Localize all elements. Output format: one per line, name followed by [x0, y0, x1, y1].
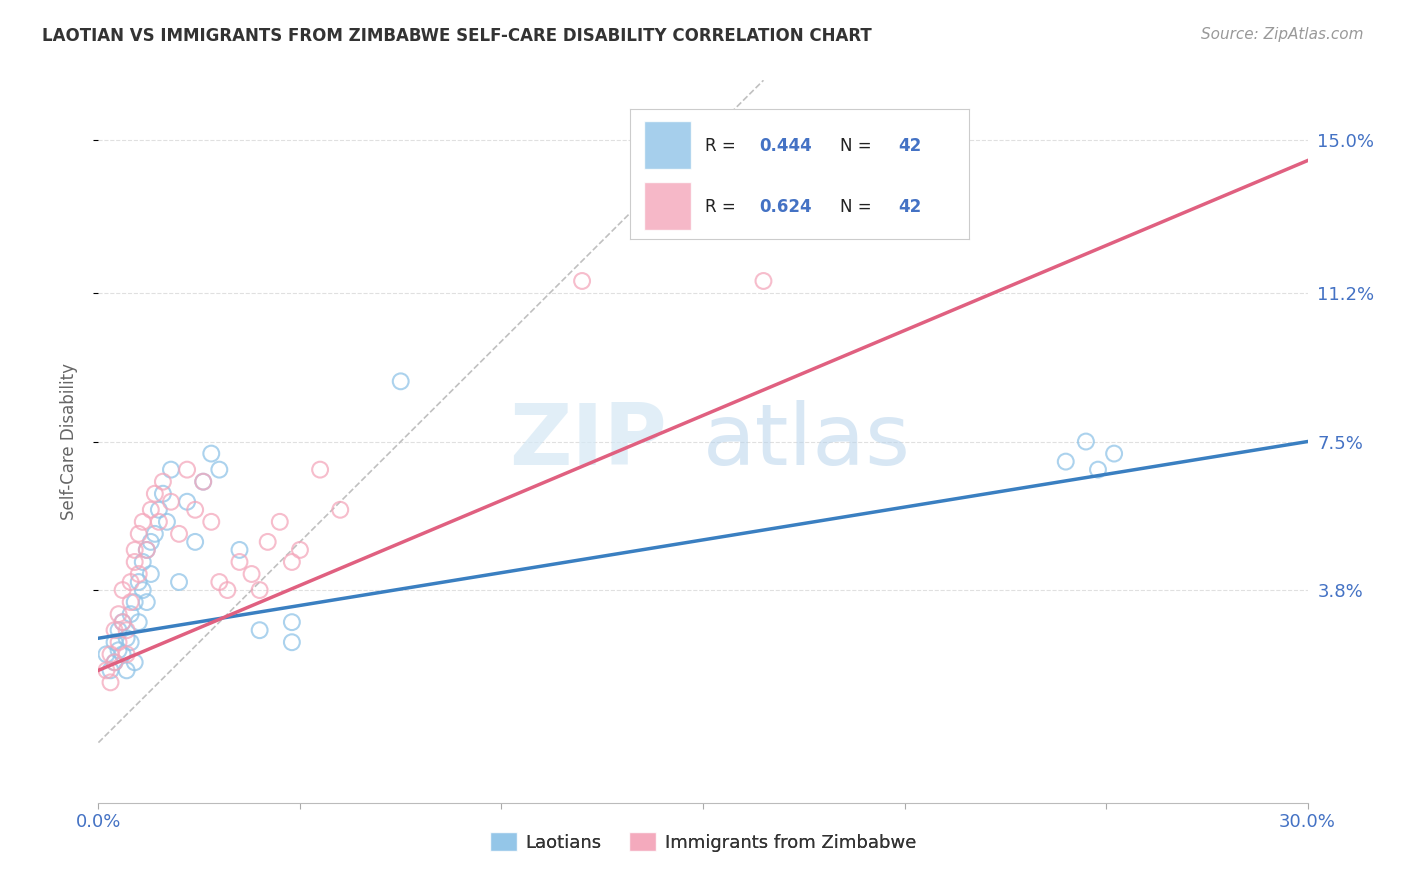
Point [281, 615, 304, 630]
Point [132, 515, 155, 529]
Point [143, 526, 166, 541]
Point [120, 635, 142, 649]
Text: LAOTIAN VS IMMIGRANTS FROM ZIMBABWE SELF-CARE DISABILITY CORRELATION CHART: LAOTIAN VS IMMIGRANTS FROM ZIMBABWE SELF… [42, 27, 872, 45]
Text: Source: ZipAtlas.com: Source: ZipAtlas.com [1201, 27, 1364, 42]
Point [240, 567, 263, 582]
Point [329, 503, 352, 517]
Point [217, 583, 239, 598]
Point [107, 607, 129, 622]
Point [107, 635, 129, 649]
Point [389, 375, 412, 389]
Point [124, 542, 146, 557]
Point [200, 446, 222, 460]
Point [103, 655, 125, 669]
Point [128, 615, 150, 630]
Point [571, 274, 593, 288]
Point [120, 607, 142, 622]
Point [288, 542, 311, 557]
Point [228, 542, 250, 557]
Point [256, 534, 278, 549]
Point [103, 635, 125, 649]
Point [200, 515, 222, 529]
Point [124, 595, 146, 609]
Point [148, 515, 170, 529]
Point [115, 632, 138, 646]
Point [1054, 454, 1077, 469]
Point [184, 534, 207, 549]
Point [143, 487, 166, 501]
Point [111, 615, 134, 630]
Point [208, 462, 231, 476]
Point [152, 487, 174, 501]
Y-axis label: Self-Care Disability: Self-Care Disability [59, 363, 77, 520]
Point [152, 475, 174, 489]
Point [228, 555, 250, 569]
Point [208, 574, 231, 589]
Point [111, 583, 134, 598]
Point [103, 655, 125, 669]
Point [193, 475, 215, 489]
Point [281, 635, 304, 649]
Point [752, 274, 775, 288]
Point [148, 503, 170, 517]
Text: atlas: atlas [703, 400, 911, 483]
Point [135, 542, 157, 557]
Point [1087, 462, 1109, 476]
Point [111, 615, 134, 630]
Point [100, 675, 122, 690]
Point [100, 648, 122, 662]
Point [176, 494, 198, 508]
Point [103, 623, 125, 637]
Point [167, 526, 190, 541]
Point [128, 574, 150, 589]
Point [107, 643, 129, 657]
Legend: Laotians, Immigrants from Zimbabwe: Laotians, Immigrants from Zimbabwe [482, 825, 924, 859]
Point [281, 555, 304, 569]
Point [176, 462, 198, 476]
Point [120, 595, 142, 609]
Point [96, 648, 118, 662]
Point [111, 648, 134, 662]
Point [132, 555, 155, 569]
Point [193, 475, 215, 489]
Point [96, 664, 118, 678]
Point [249, 583, 271, 598]
Point [132, 583, 155, 598]
Point [139, 567, 162, 582]
Point [160, 462, 183, 476]
Point [135, 595, 157, 609]
Text: ZIP: ZIP [509, 400, 666, 483]
Point [115, 623, 138, 637]
Point [124, 555, 146, 569]
Point [100, 664, 122, 678]
Point [128, 567, 150, 582]
Point [120, 574, 142, 589]
Point [156, 515, 179, 529]
Point [115, 664, 138, 678]
Point [124, 655, 146, 669]
Point [128, 526, 150, 541]
Point [269, 515, 291, 529]
Point [139, 503, 162, 517]
Point [107, 623, 129, 637]
Point [1074, 434, 1097, 449]
Point [309, 462, 332, 476]
Point [1102, 446, 1125, 460]
Point [184, 503, 207, 517]
Point [160, 494, 183, 508]
Point [249, 623, 271, 637]
Point [167, 574, 190, 589]
Point [115, 648, 138, 662]
Point [135, 542, 157, 557]
Point [139, 534, 162, 549]
